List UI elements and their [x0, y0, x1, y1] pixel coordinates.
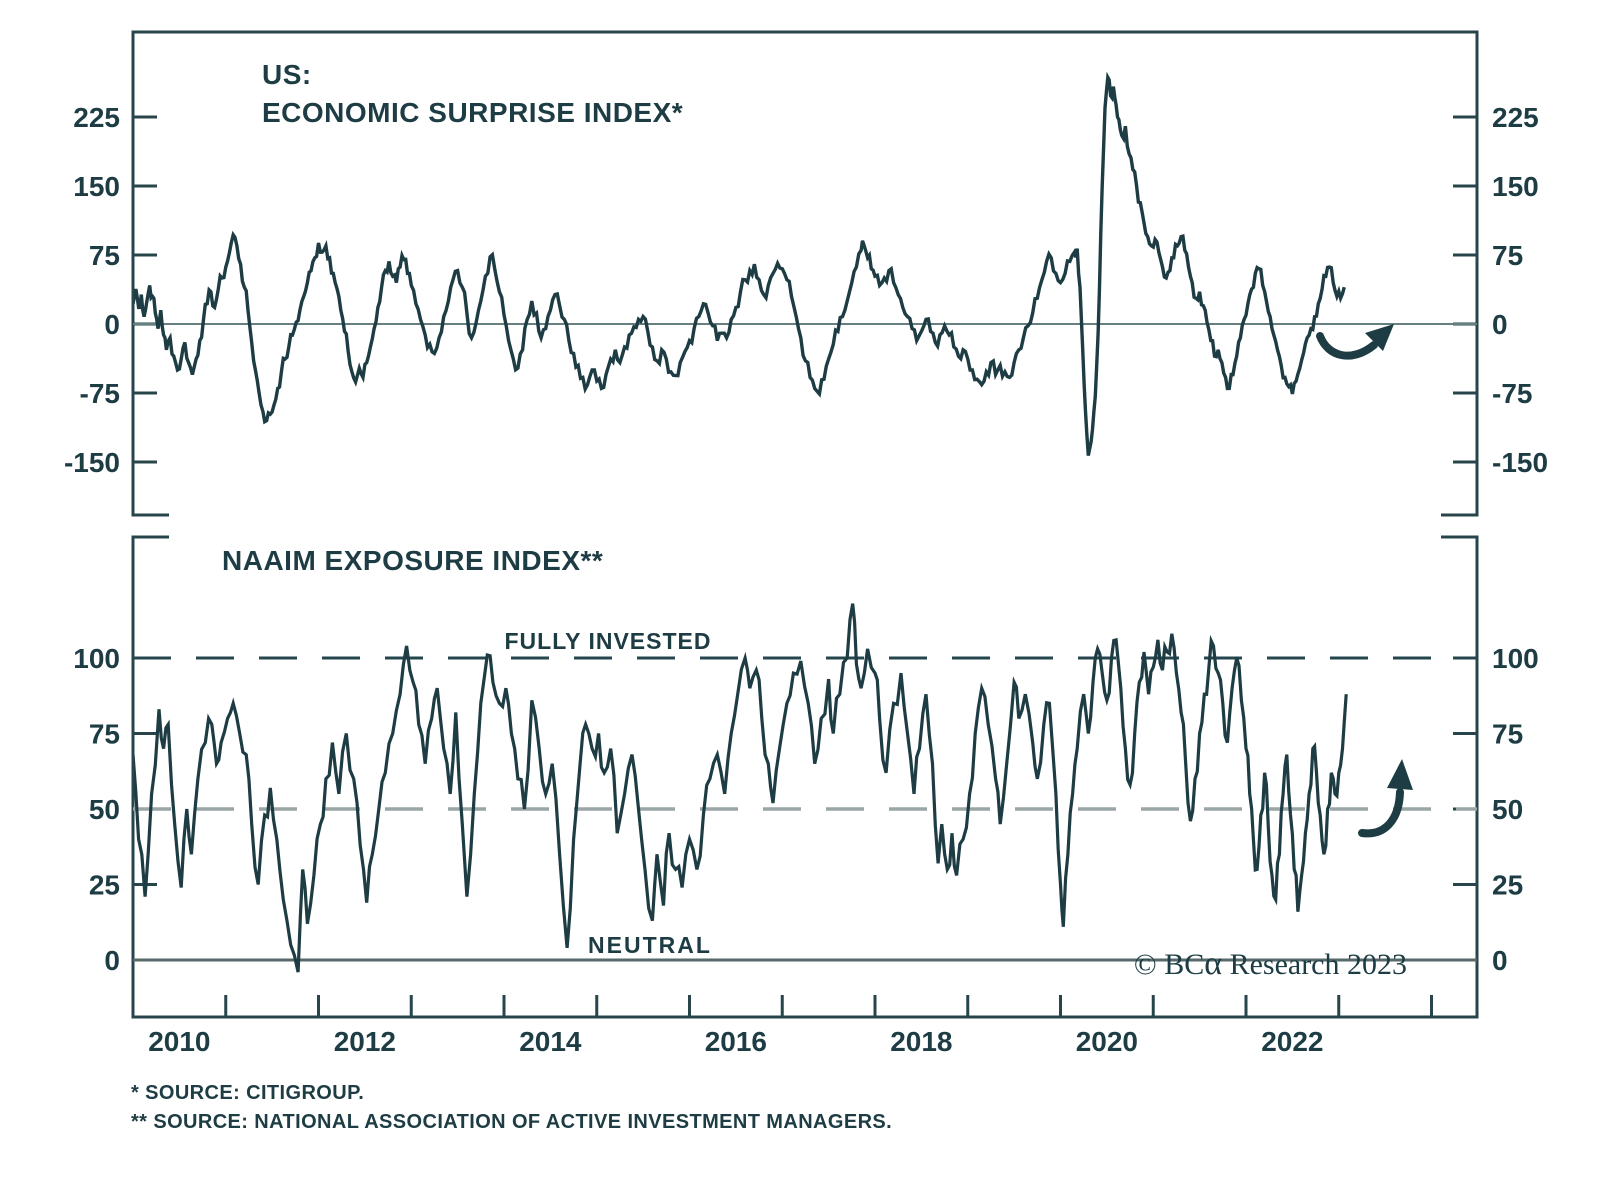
- y-axis-label-left: 100: [73, 643, 120, 674]
- x-axis-label: 2012: [334, 1026, 396, 1057]
- panel1-title-line1: US:: [262, 59, 312, 90]
- y-axis-label-left: -150: [64, 447, 120, 478]
- panel1-title-line2: ECONOMIC SURPRISE INDEX*: [262, 97, 683, 128]
- y-axis-label-right: 100: [1492, 643, 1539, 674]
- y-axis-label-right: 50: [1492, 794, 1523, 825]
- x-axis-label: 2014: [519, 1026, 582, 1057]
- y-axis-label-left: 25: [89, 870, 120, 901]
- y-axis-label-right: 25: [1492, 870, 1523, 901]
- y-axis-label-left: 0: [104, 945, 120, 976]
- y-axis-label-left: 75: [89, 240, 120, 271]
- copyright-watermark: © BCα Research 2023: [1134, 945, 1407, 982]
- x-axis-label: 2016: [705, 1026, 767, 1057]
- bottom-panel-frame: [131, 535, 1479, 1019]
- bca-alpha-glyph: α: [1204, 945, 1222, 982]
- esi-series-line: [134, 71, 1346, 456]
- neutral-label: NEUTRAL: [588, 932, 712, 958]
- trend-arrow-bottom: [1358, 759, 1413, 838]
- x-axis-label: 2020: [1076, 1026, 1138, 1057]
- y-axis-label-right: 150: [1492, 171, 1539, 202]
- top-panel-frame: [131, 30, 1479, 517]
- y-axis-label-left: 75: [89, 719, 120, 750]
- y-axis-label-left: 150: [73, 171, 120, 202]
- y-axis-label-left: 50: [89, 794, 120, 825]
- x-axis-label: 2022: [1261, 1026, 1323, 1057]
- y-axis-label-right: -75: [1492, 378, 1532, 409]
- generated-chart-layer: 225 225 150 150 75 75 0 0 -75 -75 -150 -150 100 100 75…: [64, 30, 1548, 1057]
- footnote-naaim: ** SOURCE: NATIONAL ASSOCIATION OF ACTIV…: [131, 1111, 892, 1133]
- y-axis-label-right: 225: [1492, 102, 1539, 133]
- y-axis-label-right: 0: [1492, 309, 1508, 340]
- y-axis-label-right: 0: [1492, 945, 1508, 976]
- copyright-prefix: © BC: [1134, 948, 1204, 981]
- x-axis-label: 2018: [890, 1026, 952, 1057]
- y-axis-label-left: 0: [104, 309, 120, 340]
- y-axis-label-right: -150: [1492, 447, 1548, 478]
- panel2-title: NAAIM EXPOSURE INDEX**: [222, 545, 603, 576]
- x-axis-label: 2010: [148, 1026, 210, 1057]
- y-axis-label-right: 75: [1492, 719, 1523, 750]
- fully-invested-label: FULLY INVESTED: [505, 628, 712, 654]
- trend-arrow-top: [1316, 324, 1394, 360]
- y-axis-label-left: -75: [80, 378, 120, 409]
- y-axis-label-left: 225: [73, 102, 120, 133]
- copyright-suffix: Research 2023: [1222, 948, 1407, 981]
- y-axis-label-right: 75: [1492, 240, 1523, 271]
- footnote-citigroup: * SOURCE: CITIGROUP.: [131, 1082, 364, 1104]
- naaim-series-line: [134, 603, 1348, 973]
